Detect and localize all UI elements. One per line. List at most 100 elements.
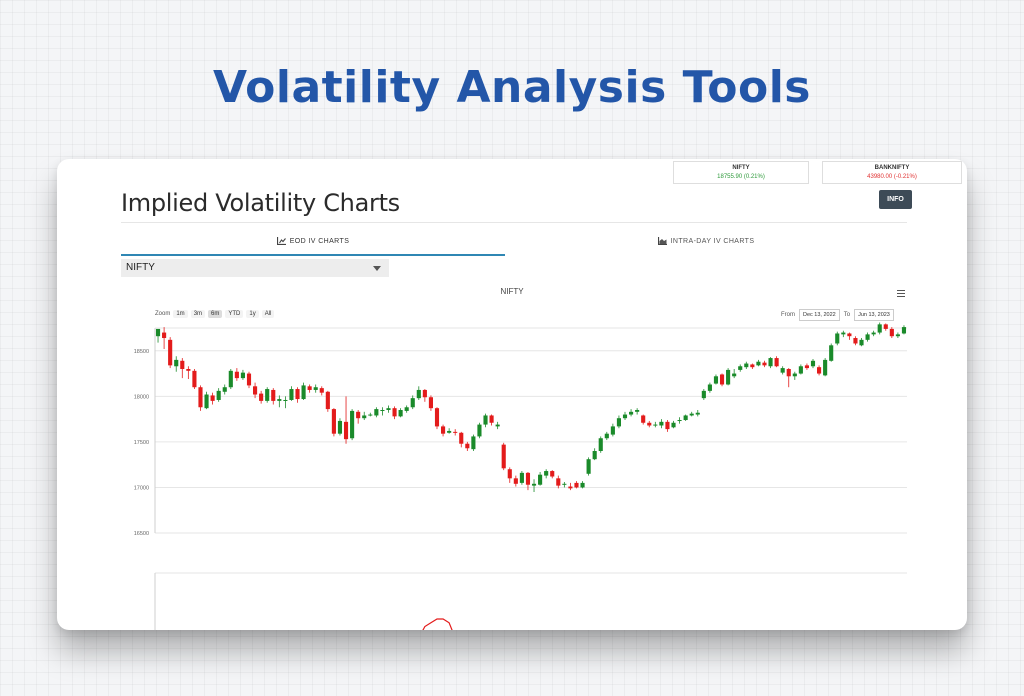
candle bbox=[707, 384, 712, 391]
app-card: NIFTY 18755.90 (0.21%) BANKNIFTY 43980.0… bbox=[57, 159, 967, 630]
candle bbox=[295, 389, 300, 400]
candle bbox=[495, 424, 500, 427]
iv-line bbox=[422, 618, 453, 630]
candle bbox=[531, 483, 537, 486]
ticker-value: 43980.00 (-0.21%) bbox=[867, 174, 917, 180]
candle bbox=[453, 431, 458, 433]
candle bbox=[259, 393, 264, 401]
candle bbox=[683, 415, 688, 421]
candle bbox=[647, 422, 652, 426]
candle bbox=[168, 339, 173, 366]
candle bbox=[180, 360, 185, 369]
candle bbox=[513, 478, 518, 484]
candle bbox=[398, 410, 403, 417]
candle bbox=[889, 328, 894, 337]
candle bbox=[234, 371, 239, 379]
candle bbox=[301, 385, 306, 400]
candle bbox=[580, 482, 585, 488]
title-divider bbox=[121, 222, 907, 223]
candle bbox=[659, 421, 664, 426]
menu-icon[interactable] bbox=[897, 290, 905, 297]
candle bbox=[422, 389, 427, 398]
candle bbox=[204, 394, 209, 409]
candle bbox=[465, 443, 470, 449]
candle bbox=[222, 387, 227, 392]
candle bbox=[325, 391, 330, 410]
zoom-6m-button[interactable]: 6m bbox=[208, 310, 223, 318]
candle bbox=[447, 430, 452, 433]
date-range: From Dec 13, 2022 To Jun 13, 2023 bbox=[781, 309, 894, 321]
candle bbox=[804, 365, 809, 369]
candle bbox=[362, 415, 367, 419]
candle bbox=[271, 389, 276, 401]
to-date-input[interactable]: Jun 13, 2023 bbox=[854, 309, 894, 321]
y-tick-label: 18500 bbox=[134, 349, 149, 355]
candle bbox=[404, 407, 409, 411]
hero-title: Volatility Analysis Tools bbox=[213, 62, 811, 113]
candle bbox=[471, 436, 476, 450]
candle bbox=[653, 424, 658, 426]
candle bbox=[616, 418, 621, 427]
zoom-1y-button[interactable]: 1y bbox=[246, 310, 259, 318]
zoom-1m-button[interactable]: 1m bbox=[173, 310, 188, 318]
candle bbox=[283, 399, 288, 401]
candle bbox=[641, 415, 646, 423]
candle bbox=[895, 334, 900, 337]
tab-label: EOD IV CHARTS bbox=[289, 238, 350, 245]
candle bbox=[774, 358, 779, 367]
candle bbox=[762, 362, 767, 366]
candle bbox=[810, 360, 816, 367]
candle bbox=[695, 412, 700, 415]
candle bbox=[786, 369, 791, 377]
to-label: To bbox=[843, 312, 851, 318]
from-label: From bbox=[781, 312, 795, 318]
candle bbox=[374, 409, 379, 416]
candle bbox=[162, 332, 167, 339]
candle bbox=[835, 333, 840, 344]
candle bbox=[550, 471, 555, 477]
candle bbox=[368, 414, 373, 416]
candle bbox=[598, 438, 603, 451]
candle bbox=[392, 408, 397, 417]
y-tick-label: 18000 bbox=[134, 394, 149, 400]
candle bbox=[823, 359, 828, 376]
candle bbox=[265, 389, 270, 401]
candle bbox=[792, 373, 797, 377]
tab-intraday-iv-charts[interactable]: INTRA-DAY IV CHARTS bbox=[505, 230, 907, 256]
candle bbox=[768, 358, 773, 367]
candle bbox=[841, 332, 846, 335]
candle bbox=[726, 369, 731, 385]
candle bbox=[719, 374, 725, 385]
zoom-3m-button[interactable]: 3m bbox=[190, 310, 206, 318]
candle bbox=[847, 333, 852, 337]
candle bbox=[246, 373, 252, 386]
candle bbox=[428, 397, 433, 409]
candle bbox=[883, 324, 888, 329]
zoom-ytd-button[interactable]: YTD bbox=[225, 310, 244, 318]
candle bbox=[416, 389, 421, 399]
info-button[interactable]: INFO bbox=[879, 190, 912, 209]
candle bbox=[386, 408, 391, 410]
candle bbox=[592, 451, 597, 460]
candle bbox=[610, 426, 615, 435]
chart-title: NIFTY bbox=[500, 287, 524, 296]
from-date-input[interactable]: Dec 13, 2022 bbox=[799, 309, 840, 321]
candle bbox=[574, 482, 579, 488]
candle bbox=[877, 324, 882, 333]
zoom-selector: Zoom 1m 3m 6m YTD 1y All bbox=[155, 310, 275, 318]
y-tick-label: 17500 bbox=[134, 440, 149, 446]
candle bbox=[865, 334, 870, 340]
candle bbox=[732, 373, 737, 377]
candle bbox=[277, 399, 282, 401]
candle bbox=[331, 409, 336, 434]
zoom-all-button[interactable]: All bbox=[261, 310, 275, 318]
ticker-banknifty[interactable]: BANKNIFTY 43980.00 (-0.21%) bbox=[822, 161, 962, 184]
candle bbox=[501, 444, 506, 469]
candle bbox=[519, 472, 524, 483]
candle bbox=[210, 395, 215, 401]
symbol-select[interactable]: NIFTY bbox=[121, 259, 389, 277]
tab-eod-iv-charts[interactable]: EOD IV CHARTS bbox=[121, 230, 505, 256]
candle bbox=[216, 390, 221, 400]
candle bbox=[562, 483, 567, 485]
ticker-nifty[interactable]: NIFTY 18755.90 (0.21%) bbox=[673, 161, 809, 184]
